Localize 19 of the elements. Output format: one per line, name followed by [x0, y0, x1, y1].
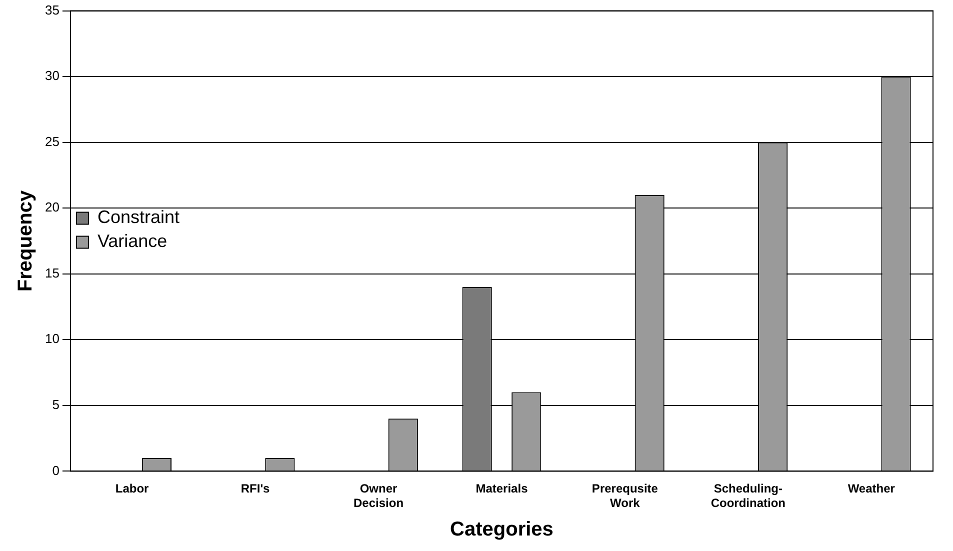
x-tick-label: Materials	[476, 482, 528, 496]
y-tick-label: 0	[52, 462, 60, 478]
x-tick-label: Labor	[115, 482, 150, 496]
y-axis-title: Frequency	[14, 190, 37, 292]
y-tick-label: 10	[44, 331, 60, 346]
legend-label: Constraint	[97, 207, 180, 228]
legend-label: Variance	[97, 231, 168, 252]
x-tick-label: RFI's	[240, 482, 270, 496]
x-tick-label: Owner Decision	[354, 482, 404, 510]
y-tick-label: 30	[44, 68, 60, 84]
y-tick-label: 15	[44, 265, 60, 280]
x-axis-title: Categories	[450, 518, 554, 541]
y-tick-label: 20	[44, 200, 60, 215]
y-tick-label: 35	[44, 2, 60, 18]
y-tick-label: 5	[52, 397, 60, 412]
y-tick-label: 25	[44, 134, 60, 149]
x-tick-label: Prerequsite Work	[592, 482, 658, 510]
x-tick-label: Weather	[848, 482, 896, 496]
x-tick-label: Scheduling-Coordination	[710, 482, 786, 510]
